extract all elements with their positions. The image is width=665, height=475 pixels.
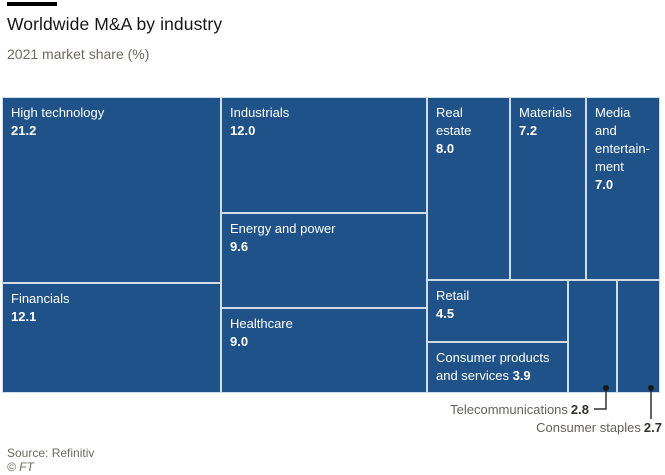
cell-value: 21.2: [11, 123, 37, 138]
cell-label: Healthcare: [230, 316, 293, 331]
source-line: Source: Refinitiv: [7, 446, 95, 460]
cell-value: 9.6: [230, 239, 249, 254]
cell-label: Consumer products and services 3.9: [436, 350, 550, 383]
chart-title: Worldwide M&A by industry: [7, 14, 223, 34]
treemap-cell-telecommunications: [568, 280, 617, 393]
treemap-cell-healthcare: Healthcare 9.0: [221, 308, 427, 393]
cell-label: Materials: [519, 105, 572, 120]
annotation-label: Consumer staples: [536, 420, 641, 435]
treemap-cell-retail: Retail 4.5: [427, 280, 568, 342]
cell-value: 4.5: [436, 306, 455, 321]
annotation-value: 2.8: [570, 402, 589, 417]
cell-label: Media and entertain- ment: [595, 105, 650, 174]
treemap-cell-financials: Financials 12.1: [2, 283, 221, 393]
copyright-line: © FT: [7, 460, 34, 474]
cell-value: 3.9: [512, 368, 531, 383]
treemap-cell-real-estate: Real estate 8.0: [427, 97, 510, 280]
ft-top-rule: [7, 2, 57, 6]
treemap-cell-materials: Materials 7.2: [510, 97, 586, 280]
cell-label: Retail: [436, 288, 470, 303]
treemap-cell-energy-and-power: Energy and power 9.6: [221, 213, 427, 308]
annotation-telecommunications: Telecommunications 2.8: [450, 402, 589, 417]
cell-value: 12.0: [230, 123, 256, 138]
annotation-label: Telecommunications: [450, 402, 568, 417]
cell-value: 9.0: [230, 334, 249, 349]
treemap-cell-industrials: Industrials 12.0: [221, 97, 427, 213]
cell-value: 8.0: [436, 141, 455, 156]
annotation-consumer-staples: Consumer staples 2.7: [536, 420, 662, 435]
chart-subtitle: 2021 market share (%): [7, 46, 150, 62]
cell-label: Financials: [11, 291, 70, 306]
cell-label: Real estate: [436, 105, 472, 138]
treemap-cell-media-and-entertainment: Media and entertain- ment 7.0: [586, 97, 660, 280]
cell-value: 12.1: [11, 309, 37, 324]
cell-value: 7.2: [519, 123, 538, 138]
treemap-cell-high-technology: High technology 21.2: [2, 97, 221, 283]
treemap-cell-consumer-staples: [617, 280, 660, 393]
annotation-value: 2.7: [643, 420, 662, 435]
treemap: High technology 21.2 Financials 12.1 Industr…: [2, 97, 660, 393]
cell-label: Energy and power: [230, 221, 336, 236]
cell-value: 7.0: [595, 177, 614, 192]
treemap-cell-consumer-products-and-services: Consumer products and services 3.9: [427, 342, 568, 393]
cell-label: Industrials: [230, 105, 290, 120]
cell-label: High technology: [11, 105, 105, 120]
